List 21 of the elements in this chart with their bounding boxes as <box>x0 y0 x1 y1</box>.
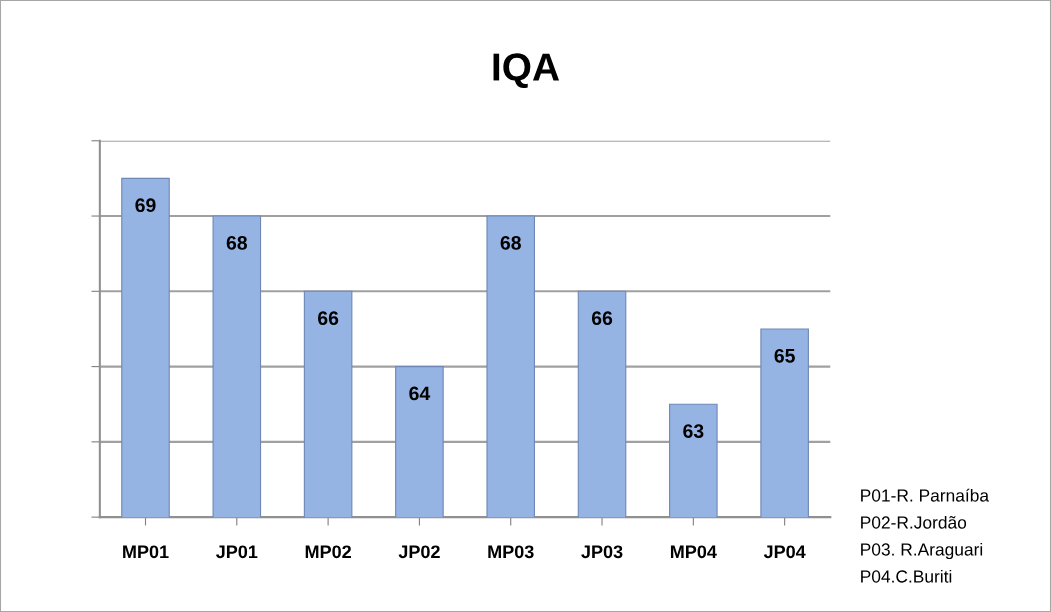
data-label: 68 <box>226 235 248 250</box>
chart-title: IQA <box>493 53 560 89</box>
text: P03. R.Araguari <box>861 542 983 560</box>
data-label: 64 <box>409 386 431 401</box>
data-label: 66 <box>318 311 339 326</box>
data-label: 65 <box>774 348 795 363</box>
x-tick-label: MP01 <box>123 545 169 559</box>
data-label: 69 <box>135 198 156 213</box>
x-tick-label: MP04 <box>670 545 717 559</box>
text: P01-R. Parnaíba <box>861 488 990 502</box>
x-tick-label: MP03 <box>488 545 534 559</box>
data-label: 63 <box>683 424 704 438</box>
text: P04.C.Buriti <box>861 569 952 583</box>
x-tick-label: JP02 <box>398 545 440 559</box>
data-label: 66 <box>591 311 613 326</box>
x-tick-label: JP03 <box>581 545 623 559</box>
text: P02-R.Jordão <box>861 515 967 529</box>
x-tick-label: JP01 <box>215 545 258 559</box>
x-tick-label: JP04 <box>763 545 806 559</box>
x-tick-label: MP02 <box>305 545 351 559</box>
data-label: 68 <box>500 235 521 250</box>
